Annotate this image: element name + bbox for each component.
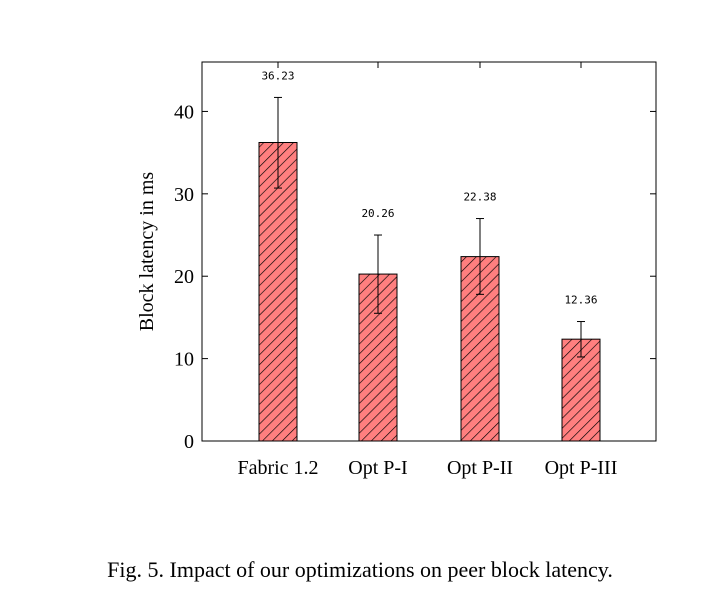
labels-group: 0 10 20 30 40 Block latency in ms 36.23 Fabric … (136, 69, 617, 479)
x-category-label: Opt P-II (447, 457, 513, 479)
y-tick-label: 10 (174, 349, 194, 371)
data-label: 20.26 (361, 207, 394, 220)
plot-frame (201, 61, 657, 442)
data-label: 22.38 (463, 191, 496, 204)
figure-caption: Fig. 5. Impact of our optimizations on p… (107, 557, 613, 582)
x-category-label: Fabric 1.2 (237, 457, 318, 479)
x-category-label: Opt P-III (545, 457, 618, 479)
y-axis-label: Block latency in ms (136, 172, 158, 332)
y-tick-label: 20 (174, 266, 194, 288)
y-tick-label: 0 (184, 431, 194, 453)
y-tick-label: 30 (174, 184, 194, 206)
y-tick-label: 40 (174, 101, 194, 123)
data-label: 12.36 (564, 294, 597, 307)
data-label: 36.23 (261, 69, 294, 82)
bar (258, 141, 298, 442)
bar-chart: 0 10 20 30 40 Block latency in ms 36.23 Fabric … (136, 61, 657, 479)
x-category-label: Opt P-I (348, 457, 407, 479)
bars-group (258, 96, 601, 442)
